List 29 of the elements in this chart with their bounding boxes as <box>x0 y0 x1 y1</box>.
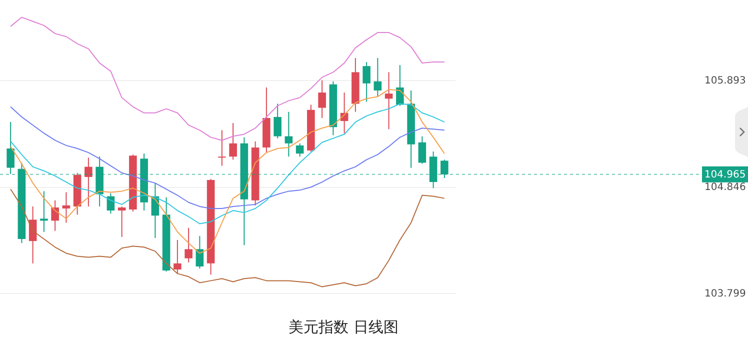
text: 美元指数 日线图 <box>288 318 398 336</box>
candlestick <box>440 159 448 178</box>
y-tick-label: 105.893 <box>704 76 746 87</box>
line-series <box>10 188 445 288</box>
line-series <box>10 106 445 209</box>
candlestick <box>40 190 48 232</box>
candlestick <box>296 142 304 158</box>
y-tick-label: 103.799 <box>704 288 746 300</box>
candlestick <box>362 62 370 102</box>
candlestick <box>284 111 293 158</box>
candlestick <box>384 72 393 130</box>
candlestick <box>229 122 237 160</box>
candlestick <box>118 206 126 238</box>
candlestick <box>374 57 382 98</box>
candlestick <box>51 200 59 232</box>
candlestick <box>218 130 226 166</box>
candlestick <box>274 103 282 139</box>
candlestick <box>318 80 326 118</box>
ref-line-label: 104.965 <box>704 169 746 180</box>
y-tick-label: 104.846 <box>704 182 746 194</box>
candlestick <box>184 227 192 263</box>
candlestick <box>396 64 404 106</box>
candlestick <box>418 136 426 164</box>
candlestick <box>84 157 92 207</box>
candlestick <box>196 235 204 269</box>
candlestick <box>62 192 70 224</box>
candlestick <box>6 122 14 174</box>
candlestick <box>174 240 182 274</box>
line-series <box>10 16 445 141</box>
